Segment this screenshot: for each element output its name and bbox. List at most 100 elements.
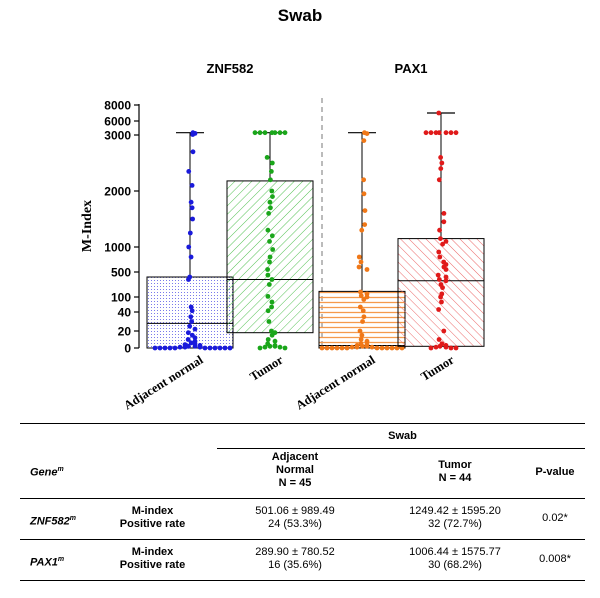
row-pvalue: 0.008* bbox=[525, 553, 585, 566]
data-point bbox=[268, 177, 273, 182]
data-point bbox=[390, 346, 395, 351]
header-tumor: Tumor N = 44 bbox=[380, 459, 530, 485]
data-point bbox=[434, 345, 439, 350]
data-point bbox=[268, 205, 273, 210]
data-point bbox=[444, 345, 449, 350]
data-point bbox=[186, 277, 191, 282]
row-tumor: 1249.42 ± 1595.20 32 (72.7%) bbox=[380, 505, 530, 531]
data-point bbox=[365, 267, 370, 272]
data-point bbox=[263, 130, 268, 135]
data-point bbox=[424, 130, 429, 135]
data-point bbox=[436, 307, 441, 312]
data-point bbox=[436, 111, 441, 116]
row-adjacent: 501.06 ± 989.49 24 (53.3%) bbox=[220, 505, 370, 531]
data-point bbox=[444, 267, 449, 272]
data-point bbox=[218, 346, 223, 351]
table-row: ZNF582m M-index Positive rate 501.06 ± 98… bbox=[20, 498, 585, 538]
data-point bbox=[345, 346, 350, 351]
data-point bbox=[449, 346, 454, 351]
data-point bbox=[362, 314, 367, 319]
data-point bbox=[189, 255, 194, 260]
data-point bbox=[223, 346, 228, 351]
data-point bbox=[273, 130, 278, 135]
data-point bbox=[267, 260, 272, 265]
data-point bbox=[361, 177, 366, 182]
data-point bbox=[188, 231, 193, 236]
data-point bbox=[283, 130, 288, 135]
data-point bbox=[267, 282, 272, 287]
y-tick-label: 0 bbox=[124, 342, 131, 356]
x-category-label: Adjacent normal bbox=[293, 352, 378, 412]
header-pvalue: P-value bbox=[525, 466, 585, 479]
data-point bbox=[361, 138, 366, 143]
box-scatter-chart: Swab ZNF582 PAX1 M-Index 020401005001000… bbox=[0, 0, 600, 420]
header-swab: Swab bbox=[220, 430, 585, 443]
data-point bbox=[438, 236, 443, 241]
data-point bbox=[278, 345, 283, 350]
row-metric: M-index Positive rate bbox=[105, 505, 200, 531]
data-point bbox=[438, 344, 443, 349]
group-znf582-tumor: Tumor bbox=[227, 130, 313, 384]
data-point bbox=[437, 228, 442, 233]
table-bottom-rule bbox=[20, 580, 585, 581]
data-point bbox=[173, 346, 178, 351]
data-point bbox=[270, 277, 275, 282]
data-point bbox=[193, 327, 198, 332]
data-point bbox=[265, 273, 270, 278]
data-point bbox=[441, 219, 446, 224]
data-point bbox=[188, 314, 193, 319]
data-point bbox=[370, 345, 375, 350]
data-point bbox=[320, 346, 325, 351]
data-point bbox=[189, 200, 194, 205]
data-point bbox=[273, 344, 278, 349]
data-point bbox=[359, 260, 364, 265]
data-point bbox=[436, 250, 441, 255]
data-point bbox=[266, 294, 271, 299]
table-swab-rule bbox=[217, 448, 585, 449]
y-tick-label: 3000 bbox=[104, 129, 131, 143]
y-tick-label: 500 bbox=[111, 266, 131, 280]
data-point bbox=[438, 155, 443, 160]
y-tick-label: 1000 bbox=[104, 241, 131, 255]
data-point bbox=[269, 169, 274, 174]
y-axis-label: M-Index bbox=[80, 200, 95, 252]
data-point bbox=[437, 255, 442, 260]
data-point bbox=[359, 337, 364, 342]
data-point bbox=[208, 346, 213, 351]
data-point bbox=[263, 345, 268, 350]
data-point bbox=[270, 233, 275, 238]
data-point bbox=[190, 217, 195, 222]
data-point bbox=[198, 345, 203, 350]
data-point bbox=[203, 346, 208, 351]
data-point bbox=[266, 308, 271, 313]
data-point bbox=[363, 208, 368, 213]
data-point bbox=[190, 132, 195, 137]
data-point bbox=[454, 130, 459, 135]
data-point bbox=[361, 308, 366, 313]
data-point bbox=[190, 308, 195, 313]
chart-title: Swab bbox=[278, 6, 322, 25]
header-gene: Genem bbox=[30, 463, 120, 480]
data-point bbox=[362, 222, 367, 227]
data-point bbox=[454, 346, 459, 351]
panel-title-znf582: ZNF582 bbox=[207, 61, 254, 76]
panel-title-pax1: PAX1 bbox=[395, 61, 428, 76]
data-point bbox=[186, 169, 191, 174]
data-point bbox=[268, 200, 273, 205]
data-point bbox=[265, 155, 270, 160]
y-tick-label: 40 bbox=[118, 306, 132, 320]
data-point bbox=[278, 130, 283, 135]
y-tick-label: 2000 bbox=[104, 185, 131, 199]
data-point bbox=[268, 255, 273, 260]
data-point bbox=[266, 228, 271, 233]
y-tick-label: 100 bbox=[111, 291, 131, 305]
data-point bbox=[365, 344, 370, 349]
data-point bbox=[189, 319, 194, 324]
data-point bbox=[330, 346, 335, 351]
data-point bbox=[442, 211, 447, 216]
data-point bbox=[434, 130, 439, 135]
data-point bbox=[359, 228, 364, 233]
data-point bbox=[358, 329, 363, 334]
row-pvalue: 0.02* bbox=[525, 512, 585, 525]
data-point bbox=[375, 346, 380, 351]
